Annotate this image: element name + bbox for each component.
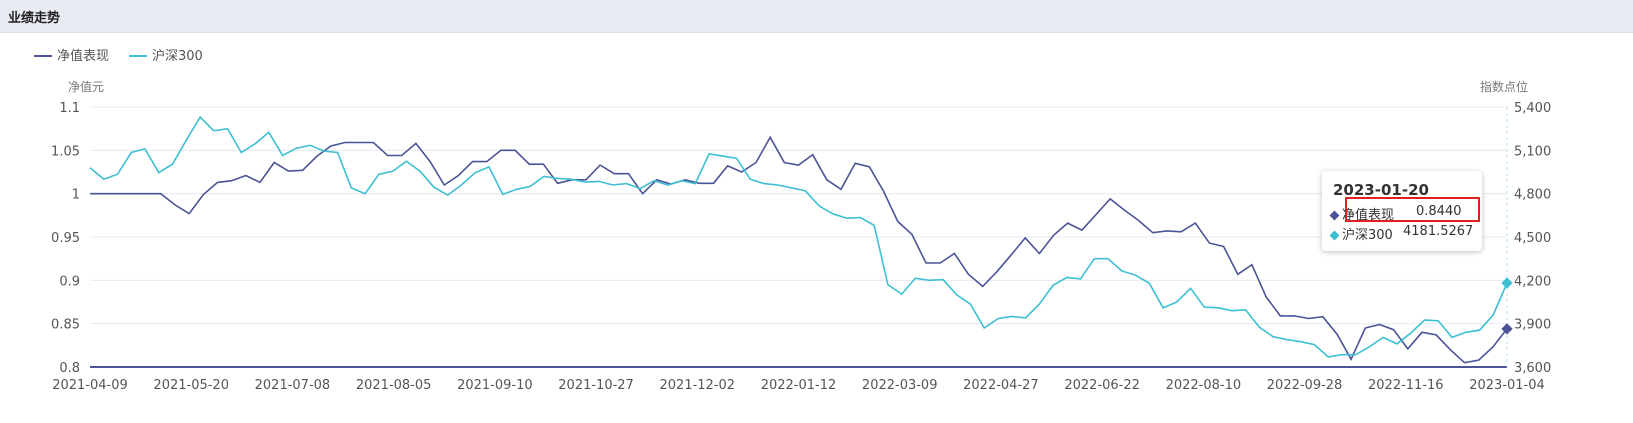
right-tick-label: 5,400 — [1514, 101, 1551, 116]
x-axis-ticks: 2021-04-09 2021-05-20 2021-07-08 2021-08-05… — [52, 378, 1545, 393]
series-line-hs300 — [89, 115, 1508, 358]
right-axis-ticks: 5,400 5,100 4,800 4,500 4,200 3,900 3,600 — [1514, 101, 1551, 376]
x-tick-label: 2022-11-16 — [1368, 378, 1444, 393]
x-tick-label: 2022-06-22 — [1064, 378, 1140, 393]
x-tick-label: 2022-01-12 — [761, 378, 837, 393]
right-tick-label: 5,100 — [1514, 144, 1551, 159]
right-tick-label: 4,800 — [1514, 188, 1551, 203]
left-tick-label: 1.1 — [59, 101, 80, 116]
x-tick-label: 2021-08-05 — [356, 378, 432, 393]
section-title: 业绩走势 — [8, 11, 61, 26]
legend-label-nav[interactable]: 净值表现 — [57, 48, 109, 64]
tooltip: 2023-01-20 净值表现 0.8440 沪深300 4181.5267 — [1322, 171, 1482, 251]
right-tick-label: 4,500 — [1514, 231, 1551, 246]
series-line-nav — [90, 135, 1508, 364]
hover-marker-hs300 — [1501, 277, 1513, 289]
tooltip-row-value: 4181.5267 — [1403, 224, 1474, 239]
x-tick-label: 2021-05-20 — [153, 378, 229, 393]
left-tick-label: 1.05 — [51, 144, 80, 159]
x-tick-label: 2021-07-08 — [255, 378, 331, 393]
left-tick-label: 0.85 — [51, 318, 80, 333]
left-tick-label: 0.8 — [59, 361, 80, 376]
x-tick-label: 2021-04-09 — [52, 378, 128, 393]
left-axis-title: 净值元 — [68, 79, 104, 94]
legend-label-hs300[interactable]: 沪深300 — [152, 48, 203, 64]
tooltip-row-label: 沪深300 — [1342, 228, 1393, 243]
x-tick-label: 2022-09-28 — [1267, 378, 1343, 393]
highlight-box — [1345, 197, 1480, 222]
tooltip-row-label: 净值表现 — [1342, 208, 1395, 223]
x-tick-label: 2023-01-04 — [1469, 378, 1545, 393]
x-tick-label: 2022-08-10 — [1166, 378, 1242, 393]
tooltip-row-nav: 净值表现 0.8440 — [1329, 204, 1462, 223]
legend: 净值表现 沪深300 — [34, 48, 203, 64]
right-tick-label: 3,600 — [1514, 361, 1551, 376]
x-tick-label: 2021-12-02 — [660, 378, 736, 393]
tooltip-row-value: 0.8440 — [1416, 204, 1462, 219]
left-tick-label: 0.9 — [59, 274, 80, 289]
diamond-icon — [1329, 210, 1340, 221]
right-axis-title: 指数点位 — [1480, 79, 1528, 94]
left-tick-label: 1 — [72, 188, 80, 203]
hover-marker-nav — [1501, 323, 1513, 335]
left-tick-label: 0.95 — [51, 231, 80, 246]
grid-lines — [90, 106, 1507, 325]
x-tick-label: 2022-04-27 — [963, 378, 1039, 393]
section-header: 业绩走势 — [0, 0, 1633, 33]
tooltip-date: 2023-01-20 — [1333, 181, 1429, 199]
x-tick-label: 2021-10-27 — [558, 378, 634, 393]
diamond-icon — [1329, 230, 1340, 241]
x-tick-label: 2022-03-09 — [862, 378, 938, 393]
tooltip-row-hs300: 沪深300 4181.5267 — [1329, 224, 1473, 243]
right-tick-label: 3,900 — [1514, 318, 1551, 333]
right-tick-label: 4,200 — [1514, 274, 1551, 289]
x-tick-label: 2021-09-10 — [457, 378, 533, 393]
left-axis-ticks: 1.1 1.05 1 0.95 0.9 0.85 0.8 — [51, 101, 80, 376]
